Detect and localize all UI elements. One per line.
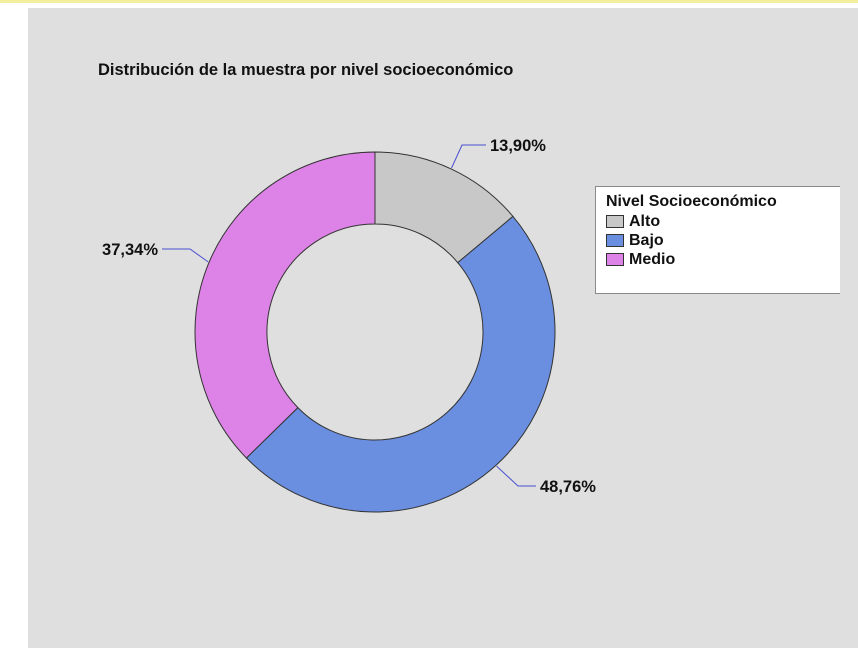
legend-label-medio: Medio [629,250,676,268]
legend-swatch-medio [606,253,624,266]
top-border [0,0,858,3]
legend-label-bajo: Bajo [629,231,664,249]
leader-line-bajo [496,465,536,487]
chart-background [28,8,858,648]
slice-medio [194,151,376,459]
chart-title: Distribución de la muestra por nivel soc… [98,61,513,79]
data-labels: 13,90% 48,76% 37,34% [102,137,596,496]
leader-line-alto [451,144,486,169]
legend-swatch-bajo [606,234,624,247]
legend: Nivel Socioeconómico Alto Bajo Medio [595,186,840,294]
donut-slices [194,151,556,513]
label-leaders [162,144,536,487]
legend-label-alto: Alto [629,212,661,230]
data-label-medio: 37,34% [102,241,158,259]
slice-bajo [245,215,556,513]
data-label-bajo: 48,76% [540,478,596,496]
leader-line-medio [162,248,209,263]
legend-item-medio: Medio [606,250,840,269]
legend-item-alto: Alto [606,212,840,231]
legend-item-bajo: Bajo [606,231,840,250]
legend-swatch-alto [606,215,624,228]
legend-items: Alto Bajo Medio [606,212,840,269]
data-label-alto: 13,90% [490,137,546,155]
legend-title: Nivel Socioeconómico [606,193,777,210]
